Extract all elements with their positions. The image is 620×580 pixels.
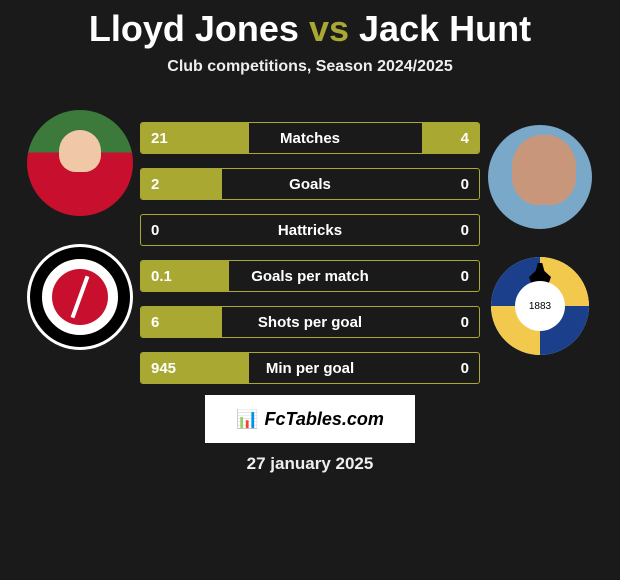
watermark-text: FcTables.com: [265, 409, 384, 430]
player1-avatar: [27, 110, 133, 216]
right-side: 1883: [480, 100, 600, 355]
stat-row: 21 Matches 4: [140, 122, 480, 154]
watermark: 📊 FcTables.com: [205, 395, 415, 443]
stat-value-right: 0: [451, 215, 479, 245]
page-title: Lloyd Jones vs Jack Hunt: [0, 0, 620, 50]
stat-name: Shots per goal: [141, 307, 479, 337]
stat-name: Goals: [141, 169, 479, 199]
stat-value-right: 0: [451, 261, 479, 291]
content-area: 21 Matches 4 2 Goals 0 0 Hattricks 0 0.1…: [0, 100, 620, 384]
stat-row: 6 Shots per goal 0: [140, 306, 480, 338]
date-text: 27 january 2025: [0, 454, 620, 474]
stat-name: Matches: [141, 123, 479, 153]
player2-club-badge: 1883: [491, 257, 589, 355]
stat-value-right: 0: [451, 169, 479, 199]
left-side: [20, 100, 140, 350]
stat-name: Min per goal: [141, 353, 479, 383]
stat-row: 2 Goals 0: [140, 168, 480, 200]
stat-value-right: 0: [451, 353, 479, 383]
stat-bars: 21 Matches 4 2 Goals 0 0 Hattricks 0 0.1…: [140, 100, 480, 384]
title-vs: vs: [309, 8, 349, 49]
stat-row: 0 Hattricks 0: [140, 214, 480, 246]
stat-name: Goals per match: [141, 261, 479, 291]
stat-name: Hattricks: [141, 215, 479, 245]
stat-row: 0.1 Goals per match 0: [140, 260, 480, 292]
player1-club-badge: [27, 244, 133, 350]
player2-avatar: [488, 125, 592, 229]
club2-year: 1883: [515, 281, 565, 331]
stat-value-right: 4: [451, 123, 479, 153]
chart-icon: 📊: [236, 409, 258, 430]
title-player1: Lloyd Jones: [89, 8, 299, 49]
subtitle: Club competitions, Season 2024/2025: [0, 58, 620, 76]
title-player2: Jack Hunt: [359, 8, 531, 49]
stat-value-right: 0: [451, 307, 479, 337]
stat-row: 945 Min per goal 0: [140, 352, 480, 384]
